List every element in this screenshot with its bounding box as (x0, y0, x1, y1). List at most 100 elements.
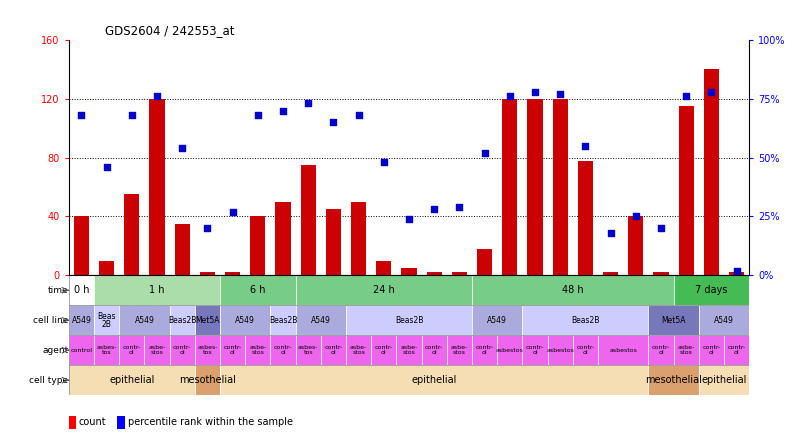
Bar (74, 217, 89, 275)
Text: contr-
ol: contr- ol (324, 345, 343, 355)
Bar (452, 272, 467, 275)
Text: asbes-
tos: asbes- tos (298, 345, 318, 355)
Bar (371, 335, 396, 365)
Text: Beas2B: Beas2B (168, 316, 197, 325)
Bar (522, 335, 548, 365)
Bar (94, 275, 220, 305)
Bar (472, 305, 522, 335)
Point (629, 213, 642, 220)
Text: count: count (79, 417, 107, 428)
Point (654, 225, 667, 232)
Text: contr-
ol: contr- ol (122, 345, 141, 355)
Bar (69, 335, 94, 365)
Text: percentile rank within the sample: percentile rank within the sample (127, 417, 292, 428)
Bar (245, 335, 271, 365)
Text: agent: agent (42, 346, 68, 355)
Bar (150, 99, 164, 275)
Bar (69, 365, 195, 395)
Bar (94, 305, 119, 335)
Bar (654, 272, 668, 275)
Text: contr-
ol: contr- ol (173, 345, 191, 355)
Text: Beas
2B: Beas 2B (97, 312, 116, 329)
Text: 1 h: 1 h (149, 285, 164, 295)
Text: A549: A549 (134, 316, 155, 325)
Point (705, 88, 718, 95)
Bar (250, 217, 266, 275)
Text: contr-
ol: contr- ol (702, 345, 721, 355)
Text: asbestos: asbestos (546, 348, 574, 353)
Text: asbe-
stos: asbe- stos (350, 345, 367, 355)
Point (579, 142, 592, 149)
Bar (220, 335, 245, 365)
Bar (472, 275, 674, 305)
Text: time: time (48, 286, 68, 295)
Bar (69, 275, 94, 305)
Bar (346, 305, 472, 335)
Bar (195, 305, 220, 335)
Bar (699, 335, 724, 365)
Point (680, 93, 693, 100)
Bar (69, 416, 76, 429)
Bar (578, 161, 593, 275)
Point (126, 112, 139, 119)
Bar (275, 202, 291, 275)
Bar (351, 202, 366, 275)
Bar (649, 305, 699, 335)
Text: asbe-
stos: asbe- stos (148, 345, 166, 355)
Bar (548, 335, 573, 365)
Point (176, 145, 189, 152)
Bar (169, 305, 195, 335)
Bar (472, 335, 497, 365)
Bar (200, 272, 215, 275)
Bar (346, 335, 371, 365)
Bar (724, 335, 749, 365)
Text: A549: A549 (236, 316, 255, 325)
Bar (296, 335, 321, 365)
Text: 6 h: 6 h (250, 285, 266, 295)
Bar (301, 165, 316, 275)
Text: A549: A549 (488, 316, 507, 325)
Bar (674, 275, 749, 305)
Point (503, 93, 516, 100)
Point (554, 91, 567, 98)
Bar (427, 272, 441, 275)
Text: asbes-
tos: asbes- tos (96, 345, 117, 355)
Bar (552, 99, 568, 275)
Text: asbestos: asbestos (496, 348, 524, 353)
Text: mesothelial: mesothelial (646, 375, 702, 385)
Point (75, 112, 88, 119)
Text: contr-
ol: contr- ol (727, 345, 746, 355)
Text: A549: A549 (311, 316, 330, 325)
Bar (396, 335, 422, 365)
Bar (296, 275, 472, 305)
Text: asbe-
stos: asbe- stos (249, 345, 266, 355)
Bar (502, 99, 518, 275)
Text: Beas2B: Beas2B (394, 316, 424, 325)
Bar (99, 261, 114, 275)
Point (100, 163, 113, 170)
Text: contr-
ol: contr- ol (652, 345, 670, 355)
Bar (573, 335, 598, 365)
Bar (169, 335, 195, 365)
Text: contr-
ol: contr- ol (526, 345, 544, 355)
Bar (402, 268, 416, 275)
Text: asbe-
stos: asbe- stos (400, 345, 418, 355)
Point (604, 230, 617, 237)
Bar (321, 335, 346, 365)
Text: cell type: cell type (29, 376, 68, 385)
Bar (649, 335, 674, 365)
Bar (603, 272, 618, 275)
Bar (649, 365, 699, 395)
Text: contr-
ol: contr- ol (375, 345, 393, 355)
Point (151, 93, 164, 100)
Point (377, 159, 390, 166)
Text: 7 days: 7 days (695, 285, 727, 295)
Text: contr-
ol: contr- ol (224, 345, 242, 355)
Bar (225, 272, 241, 275)
Bar (144, 335, 169, 365)
Point (226, 208, 239, 215)
Bar (422, 335, 447, 365)
Point (428, 206, 441, 213)
Text: asbe-
stos: asbe- stos (678, 345, 695, 355)
Bar (296, 305, 346, 335)
